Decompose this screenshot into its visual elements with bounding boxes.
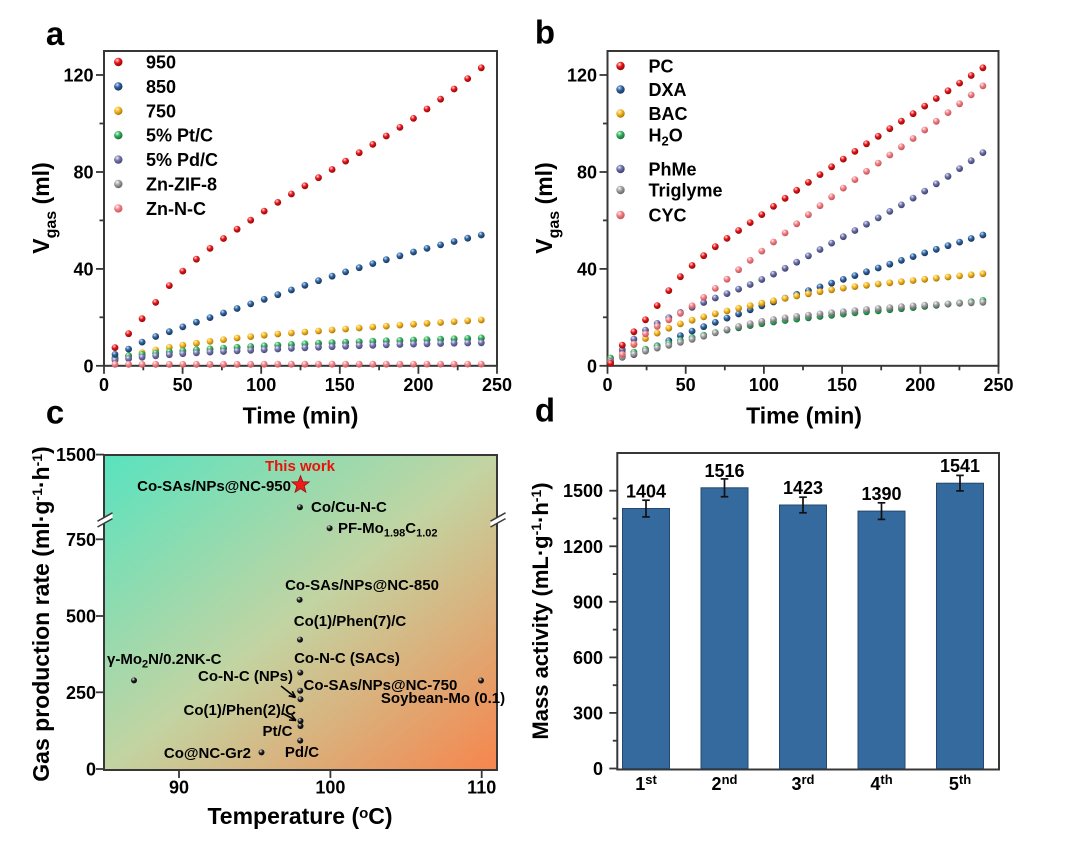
- svg-text:c: c: [46, 394, 64, 431]
- svg-text:1541: 1541: [940, 456, 980, 476]
- svg-text:PhMe: PhMe: [649, 160, 697, 180]
- svg-text:0: 0: [593, 759, 603, 779]
- svg-text:Co-SAs/NPs@NC-750: Co-SAs/NPs@NC-750: [304, 677, 458, 694]
- svg-text:Co-N-C (SACs): Co-N-C (SACs): [294, 650, 400, 667]
- svg-text:100: 100: [246, 375, 276, 395]
- svg-text:PF-Mo1.98C1.02: PF-Mo1.98C1.02: [338, 520, 438, 540]
- svg-text:750: 750: [66, 530, 96, 550]
- svg-text:1500: 1500: [56, 445, 96, 465]
- svg-text:120: 120: [567, 66, 597, 86]
- svg-text:Mass activity (mL·g-1·h-1): Mass activity (mL·g-1·h-1): [528, 482, 553, 739]
- svg-text:200: 200: [403, 375, 433, 395]
- svg-text:Triglyme: Triglyme: [649, 181, 723, 201]
- svg-text:b: b: [535, 14, 555, 51]
- svg-text:DXA: DXA: [649, 80, 687, 100]
- svg-text:0: 0: [587, 356, 597, 376]
- svg-text:Zn-N-C: Zn-N-C: [146, 199, 206, 219]
- svg-text:0: 0: [602, 375, 612, 395]
- svg-text:5% Pt/C: 5% Pt/C: [146, 126, 213, 146]
- svg-text:250: 250: [482, 375, 512, 395]
- svg-text:CYC: CYC: [649, 206, 687, 226]
- svg-text:110: 110: [467, 778, 496, 798]
- svg-text:Pt/C: Pt/C: [263, 723, 293, 740]
- svg-text:1200: 1200: [563, 537, 603, 557]
- svg-text:0: 0: [83, 356, 93, 376]
- svg-text:γ-Mo2N/0.2NK-C: γ-Mo2N/0.2NK-C: [107, 651, 222, 671]
- svg-text:50: 50: [173, 375, 193, 395]
- svg-text:1423: 1423: [783, 478, 823, 498]
- svg-text:850: 850: [146, 77, 176, 97]
- svg-text:1516: 1516: [704, 461, 744, 481]
- svg-text:Co/Cu-N-C: Co/Cu-N-C: [311, 499, 387, 516]
- svg-text:750: 750: [146, 101, 176, 121]
- svg-text:950: 950: [146, 53, 176, 73]
- svg-text:Soybean-Mo (0.1): Soybean-Mo (0.1): [381, 690, 505, 707]
- svg-text:150: 150: [827, 375, 857, 395]
- svg-text:BAC: BAC: [649, 104, 688, 124]
- svg-text:150: 150: [325, 375, 355, 395]
- svg-text:Co(1)/Phen(7)/C: Co(1)/Phen(7)/C: [294, 613, 407, 630]
- svg-text:Co@NC-Gr2: Co@NC-Gr2: [164, 745, 251, 762]
- svg-text:100: 100: [749, 375, 779, 395]
- svg-text:1500: 1500: [563, 481, 603, 501]
- svg-text:Temperature (oC): Temperature (oC): [207, 803, 392, 829]
- svg-text:Co-N-C (NPs): Co-N-C (NPs): [198, 668, 293, 685]
- svg-text:100: 100: [315, 778, 345, 798]
- svg-text:0: 0: [86, 760, 96, 780]
- svg-text:Zn-ZIF-8: Zn-ZIF-8: [146, 175, 217, 195]
- svg-text:a: a: [46, 15, 65, 52]
- svg-text:PC: PC: [649, 57, 674, 77]
- svg-text:500: 500: [66, 607, 96, 627]
- svg-text:0: 0: [99, 375, 109, 395]
- svg-text:200: 200: [905, 375, 935, 395]
- svg-text:300: 300: [573, 703, 603, 723]
- svg-text:80: 80: [73, 163, 93, 183]
- svg-text:Co-SAs/NPs@NC-850: Co-SAs/NPs@NC-850: [285, 577, 439, 594]
- svg-text:Time (min): Time (min): [243, 403, 359, 429]
- svg-text:90: 90: [169, 778, 189, 798]
- svg-text:This work: This work: [265, 458, 336, 475]
- svg-text:Co-SAs/NPs@NC-950: Co-SAs/NPs@NC-950: [137, 478, 291, 495]
- svg-text:d: d: [535, 392, 555, 429]
- svg-text:Co(1)/Phen(2)/C: Co(1)/Phen(2)/C: [184, 702, 297, 719]
- svg-text:40: 40: [73, 259, 93, 279]
- svg-text:120: 120: [63, 66, 93, 86]
- svg-text:600: 600: [573, 648, 603, 668]
- svg-text:H2O: H2O: [649, 126, 683, 149]
- svg-text:80: 80: [577, 163, 597, 183]
- svg-text:Time (min): Time (min): [746, 403, 862, 429]
- svg-text:40: 40: [577, 259, 597, 279]
- svg-text:1390: 1390: [861, 484, 901, 504]
- svg-text:250: 250: [983, 375, 1013, 395]
- svg-text:Pd/C: Pd/C: [285, 744, 319, 761]
- svg-text:5% Pd/C: 5% Pd/C: [146, 150, 218, 170]
- svg-text:250: 250: [66, 683, 96, 703]
- svg-text:50: 50: [676, 375, 696, 395]
- svg-text:1404: 1404: [626, 482, 666, 502]
- svg-text:900: 900: [573, 592, 603, 612]
- svg-text:Gas production rate (ml·g-1·h-: Gas production rate (ml·g-1·h-1): [28, 446, 54, 781]
